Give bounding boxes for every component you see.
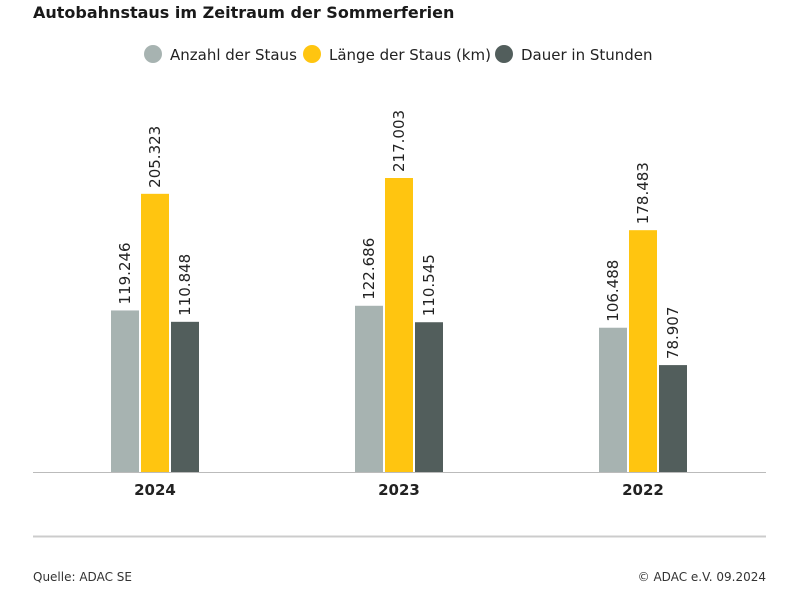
data-label: 106.488 [604, 260, 622, 322]
bar [415, 322, 443, 472]
chart-title: Autobahnstaus im Zeitraum der Sommerferi… [33, 3, 454, 22]
data-label: 122.686 [360, 238, 378, 300]
data-label: 217.003 [390, 110, 408, 172]
x-tick-label: 2022 [622, 481, 664, 499]
legend-label: Länge der Staus (km) [329, 46, 491, 64]
legend-swatch [144, 45, 162, 63]
legend-swatch [495, 45, 513, 63]
data-label: 78.907 [664, 307, 682, 360]
x-tick-label: 2023 [378, 481, 420, 499]
x-tick-label: 2024 [134, 481, 176, 499]
bar [171, 321, 199, 472]
bar [355, 305, 383, 472]
data-label: 110.545 [420, 254, 438, 316]
bar [111, 310, 139, 472]
legend-label: Dauer in Stunden [521, 46, 653, 64]
data-label: 119.246 [116, 242, 134, 304]
bar [599, 327, 627, 472]
legend-swatch [303, 45, 321, 63]
legend-label: Anzahl der Staus [170, 46, 297, 64]
bar [659, 365, 687, 472]
data-label: 205.323 [146, 126, 164, 188]
copyright-note: © ADAC e.V. 09.2024 [638, 570, 766, 584]
data-label: 178.483 [634, 162, 652, 224]
data-label: 110.848 [176, 254, 194, 316]
bar [141, 193, 169, 473]
bars: 119.246 205.323 110.848 122.686 217.003 110.5… [111, 110, 687, 473]
source-note: Quelle: ADAC SE [33, 570, 132, 584]
legend: Anzahl der Staus Länge der Staus (km) Daue… [144, 45, 653, 64]
x-axis-ticks: 2024 2023 2022 [134, 481, 664, 499]
bar [629, 230, 657, 472]
bar [385, 178, 413, 472]
